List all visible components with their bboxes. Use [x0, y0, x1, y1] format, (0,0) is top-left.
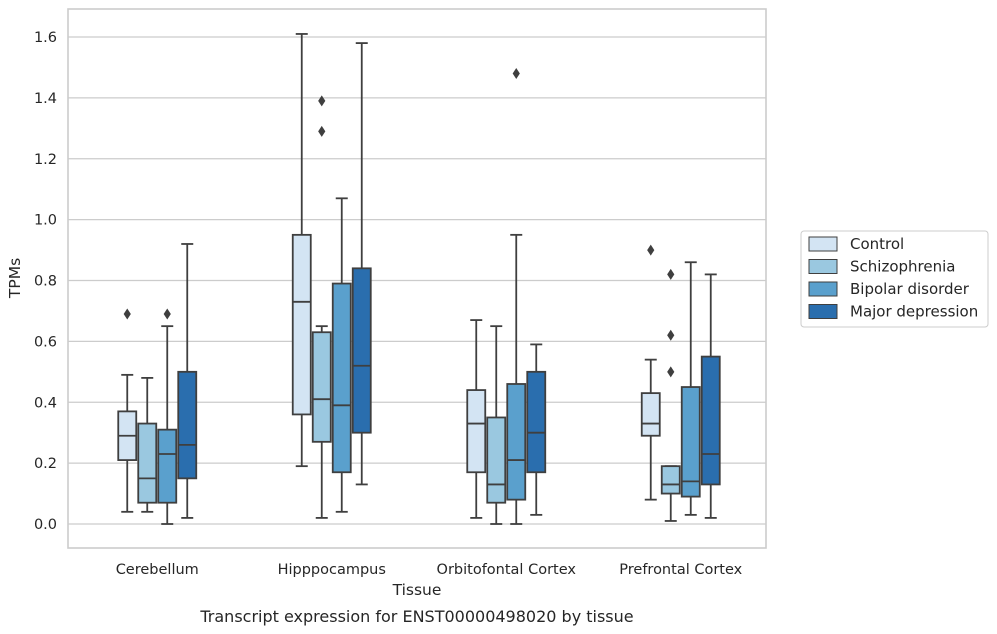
- y-tick-label: 0.2: [34, 456, 57, 472]
- iqr-box: [506, 383, 527, 501]
- y-tick-label: 1.2: [34, 152, 57, 168]
- iqr-box: [700, 355, 721, 486]
- y-tick-label: 1.6: [34, 30, 57, 46]
- outlier-point: [647, 244, 655, 256]
- legend-item: Control: [808, 235, 904, 253]
- legend-item: Schizophrenia: [808, 258, 955, 276]
- legend-item: Bipolar disorder: [808, 280, 970, 298]
- x-tick-label: Prefrontal Cortex: [619, 562, 742, 578]
- iqr-box: [486, 416, 507, 504]
- iqr-box: [680, 386, 701, 498]
- legend-item: Major depression: [808, 303, 978, 321]
- outlier-point: [318, 125, 326, 137]
- box-control: [117, 308, 138, 513]
- x-axis-ticks: Cerebellum Hipppocampus Orbitofontal Corte…: [116, 562, 743, 578]
- legend-swatch: [808, 236, 838, 252]
- box-schizophrenia: [137, 376, 158, 513]
- iqr-box: [157, 428, 178, 504]
- iqr-box: [331, 282, 352, 474]
- iqr-box: [291, 233, 312, 416]
- x-tick-label: Orbitofontal Cortex: [437, 562, 577, 578]
- legend-swatch: [808, 304, 838, 319]
- iqr-box: [466, 389, 487, 474]
- legend-label: Schizophrenia: [850, 258, 955, 276]
- boxes: [117, 33, 721, 525]
- y-tick-label: 1.0: [34, 213, 57, 229]
- outlier-point: [667, 268, 675, 280]
- legend-frame: [800, 230, 989, 328]
- y-tick-label: 0.0: [34, 517, 57, 533]
- legend-label: Bipolar disorder: [850, 280, 970, 298]
- box-major-depression: [526, 343, 547, 516]
- plot-area-frame: [67, 8, 767, 549]
- box-bipolar-disorder: [157, 308, 178, 525]
- box-schizophrenia: [486, 325, 507, 525]
- figure-caption: Transcript expression for ENST0000049802…: [199, 607, 633, 626]
- legend-label: Control: [850, 235, 904, 253]
- y-tick-label: 0.6: [34, 334, 57, 350]
- iqr-box: [660, 465, 681, 495]
- box-schizophrenia: [311, 95, 332, 519]
- legend-swatch: [808, 259, 838, 274]
- iqr-box: [137, 422, 158, 504]
- outlier-point: [667, 329, 675, 341]
- x-axis-title: Tissue: [392, 581, 442, 599]
- x-tick-label: Cerebellum: [116, 562, 199, 578]
- y-tick-label: 0.8: [34, 274, 57, 290]
- box-control: [466, 319, 487, 519]
- box-major-depression: [700, 273, 721, 519]
- legend-swatch: [808, 281, 838, 297]
- box-bipolar-disorder: [331, 197, 352, 513]
- box-major-depression: [177, 243, 198, 519]
- outlier-point: [123, 308, 131, 320]
- y-axis-ticks: 0.0 0.2 0.4 0.6 0.8 1.0 1.2 1.4 1.6: [34, 30, 57, 533]
- box-control: [640, 244, 661, 501]
- box-control: [291, 33, 312, 468]
- y-axis-title: TPMs: [6, 258, 24, 299]
- outlier-point: [667, 366, 675, 378]
- box-major-depression: [351, 42, 372, 486]
- iqr-box: [640, 392, 661, 437]
- legend-label: Major depression: [850, 303, 978, 321]
- outlier-point: [512, 68, 520, 80]
- box-bipolar-disorder: [680, 261, 701, 516]
- iqr-box: [311, 331, 332, 443]
- y-tick-label: 1.4: [34, 91, 57, 107]
- iqr-box: [526, 370, 547, 474]
- iqr-box: [351, 267, 372, 434]
- outlier-point: [163, 308, 171, 320]
- iqr-box: [177, 370, 198, 480]
- box-schizophrenia: [660, 268, 681, 522]
- y-tick-label: 0.4: [34, 395, 57, 411]
- x-tick-label: Hipppocampus: [278, 562, 386, 578]
- box-bipolar-disorder: [506, 68, 527, 525]
- outlier-point: [318, 95, 326, 107]
- legend: Control Schizophrenia Bipolar disorder Majo…: [800, 230, 989, 328]
